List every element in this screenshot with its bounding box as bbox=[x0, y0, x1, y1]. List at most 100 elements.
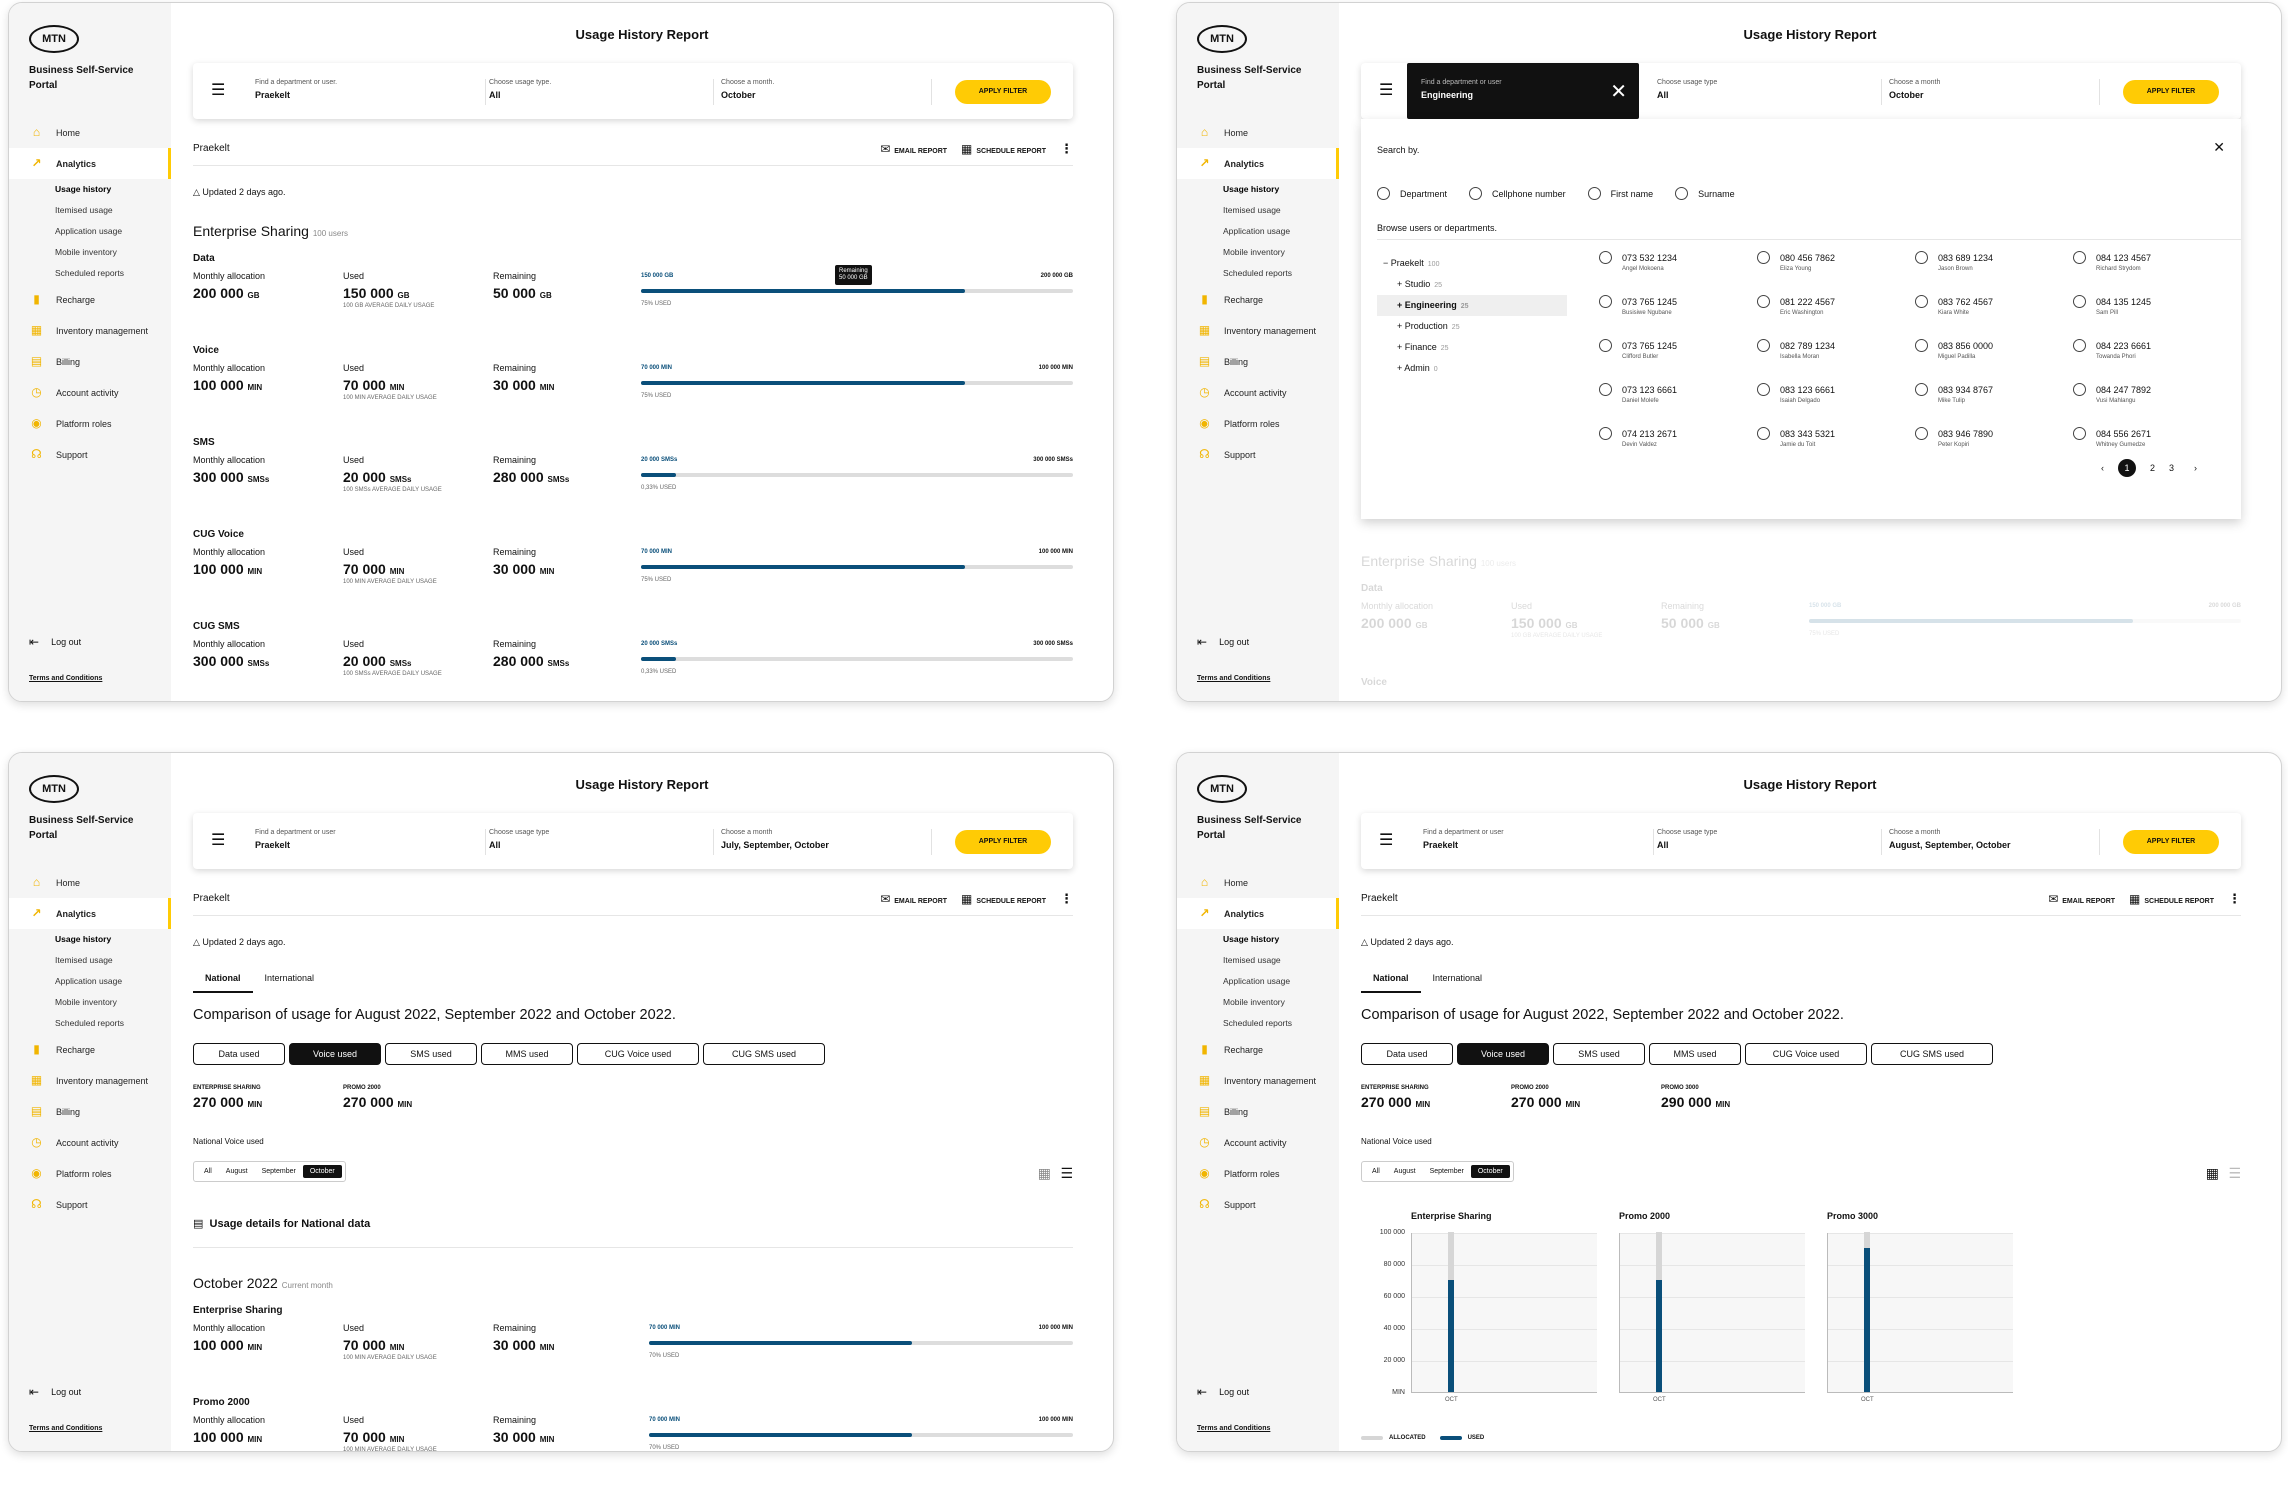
user-option[interactable]: 083 123 6661 Isaiah Delgado bbox=[1757, 383, 1907, 427]
subnav-item[interactable]: Application usage bbox=[1223, 976, 1291, 986]
subnav-item[interactable]: Itemised usage bbox=[55, 955, 113, 965]
user-option[interactable]: 084 247 7892 Vusi Mahlangu bbox=[2073, 383, 2223, 427]
nav-item-platform-roles[interactable]: ◉ Platform roles bbox=[1177, 1158, 1339, 1189]
pill-voice-used[interactable]: Voice used bbox=[1457, 1043, 1549, 1065]
nav-item-recharge[interactable]: ▮ Recharge bbox=[9, 284, 171, 315]
subnav-item[interactable]: Itemised usage bbox=[1223, 955, 1281, 965]
email-report-button[interactable]: ✉ EMAIL REPORT bbox=[880, 142, 948, 156]
nav-item-recharge[interactable]: ▮ Recharge bbox=[1177, 284, 1339, 315]
mtn-logo[interactable]: MTN bbox=[1197, 775, 1247, 803]
nav-item-analytics[interactable]: ↗ Analytics bbox=[9, 898, 171, 929]
search-option-radio[interactable]: First name bbox=[1587, 187, 1653, 200]
user-option[interactable]: 083 762 4567 Kiara White bbox=[1915, 295, 2065, 339]
pill-data-used[interactable]: Data used bbox=[193, 1043, 285, 1065]
subnav-item[interactable]: Usage history bbox=[1223, 934, 1280, 944]
user-option[interactable]: 083 934 8767 Mike Tulip bbox=[1915, 383, 2065, 427]
nav-item-billing[interactable]: ▤ Billing bbox=[1177, 346, 1339, 377]
next-page-icon[interactable]: › bbox=[2194, 463, 2197, 473]
terms-link[interactable]: Terms and Conditions bbox=[1197, 1425, 1271, 1432]
close-icon[interactable]: ✕ bbox=[1610, 81, 1627, 103]
user-option[interactable]: 074 213 2671 Devin Valdez bbox=[1599, 427, 1749, 471]
user-option[interactable]: 083 343 5321 Jamie du Toit bbox=[1757, 427, 1907, 471]
month-field[interactable]: Choose a month August, September, October bbox=[1889, 829, 2011, 850]
mtn-logo[interactable]: MTN bbox=[1197, 25, 1247, 53]
tree-item[interactable]: + Engineering 25 bbox=[1377, 295, 1567, 316]
filter-icon[interactable]: ☰ bbox=[211, 82, 226, 99]
department-field[interactable]: Find a department or user Praekelt bbox=[255, 829, 336, 850]
tree-item[interactable]: + Studio 25 bbox=[1397, 279, 1443, 289]
more-options-icon[interactable]: ⋮ bbox=[1060, 891, 1073, 906]
subnav-item[interactable]: Application usage bbox=[1223, 226, 1291, 236]
subnav-item[interactable]: Mobile inventory bbox=[1223, 997, 1285, 1007]
user-option[interactable]: 080 456 7862 Eliza Young bbox=[1757, 251, 1907, 295]
segment-august[interactable]: August bbox=[1393, 1168, 1416, 1175]
tree-item[interactable]: + Admin 0 bbox=[1397, 363, 1438, 373]
terms-link[interactable]: Terms and Conditions bbox=[29, 1425, 103, 1432]
subnav-item[interactable]: Itemised usage bbox=[55, 205, 113, 215]
pill-cug-voice-used[interactable]: CUG Voice used bbox=[577, 1043, 699, 1065]
filter-icon[interactable]: ☰ bbox=[211, 832, 226, 849]
user-option[interactable]: 084 223 6661 Towanda Phori bbox=[2073, 339, 2223, 383]
nav-item-analytics[interactable]: ↗ Analytics bbox=[9, 148, 171, 179]
nav-item-home[interactable]: ⌂ Home bbox=[1177, 117, 1339, 148]
terms-link[interactable]: Terms and Conditions bbox=[29, 675, 103, 682]
tab-national[interactable]: National bbox=[1361, 969, 1421, 993]
close-panel-icon[interactable]: ✕ bbox=[2213, 139, 2225, 155]
subnav-item[interactable]: Scheduled reports bbox=[1223, 268, 1292, 278]
apply-filter-button[interactable]: APPLY FILTER bbox=[2123, 830, 2219, 854]
nav-item-home[interactable]: ⌂ Home bbox=[1177, 867, 1339, 898]
subnav-item[interactable]: Application usage bbox=[55, 976, 123, 986]
user-option[interactable]: 084 556 2671 Whitney Gumedze bbox=[2073, 427, 2223, 471]
nav-item-analytics[interactable]: ↗ Analytics bbox=[1177, 148, 1339, 179]
search-option-radio[interactable]: Cellphone number bbox=[1469, 187, 1566, 200]
nav-item-billing[interactable]: ▤ Billing bbox=[1177, 1096, 1339, 1127]
user-option[interactable]: 083 856 0000 Miguel Padilla bbox=[1915, 339, 2065, 383]
user-option[interactable]: 084 135 1245 Sam Pill bbox=[2073, 295, 2223, 339]
apply-filter-button[interactable]: APPLY FILTER bbox=[955, 830, 1051, 854]
segment-october[interactable]: October bbox=[1470, 1165, 1510, 1178]
month-field[interactable]: Choose a month. October bbox=[721, 79, 775, 100]
nav-item-inventory-management[interactable]: ▦ Inventory management bbox=[1177, 1065, 1339, 1096]
department-field[interactable]: Find a department or user. Praekelt bbox=[255, 79, 338, 100]
subnav-item[interactable]: Scheduled reports bbox=[55, 268, 124, 278]
page-button[interactable]: 1 bbox=[2117, 459, 2136, 477]
nav-item-account-activity[interactable]: ◷ Account activity bbox=[9, 1127, 171, 1158]
filter-icon[interactable]: ☰ bbox=[1379, 82, 1394, 99]
nav-item-home[interactable]: ⌂ Home bbox=[9, 867, 171, 898]
subnav-item[interactable]: Application usage bbox=[55, 226, 123, 236]
user-option[interactable]: 083 946 7890 Peter Kopiri bbox=[1915, 427, 2065, 471]
mtn-logo[interactable]: MTN bbox=[29, 25, 79, 53]
subnav-item[interactable]: Usage history bbox=[55, 934, 112, 944]
nav-item-recharge[interactable]: ▮ Recharge bbox=[9, 1034, 171, 1065]
usage-type-field[interactable]: Choose usage type All bbox=[1657, 829, 1718, 850]
subnav-item[interactable]: Itemised usage bbox=[1223, 205, 1281, 215]
segment-october[interactable]: October bbox=[302, 1165, 342, 1178]
user-option[interactable]: 081 222 4567 Eric Washington bbox=[1757, 295, 1907, 339]
nav-item-platform-roles[interactable]: ◉ Platform roles bbox=[9, 408, 171, 439]
apply-filter-button[interactable]: APPLY FILTER bbox=[2123, 80, 2219, 104]
usage-type-field[interactable]: Choose usage type All bbox=[1657, 79, 1718, 100]
segment-september[interactable]: September bbox=[261, 1168, 296, 1175]
nav-item-home[interactable]: ⌂ Home bbox=[9, 117, 171, 148]
terms-link[interactable]: Terms and Conditions bbox=[1197, 675, 1271, 682]
nav-item-billing[interactable]: ▤ Billing bbox=[9, 1096, 171, 1127]
nav-item-billing[interactable]: ▤ Billing bbox=[9, 346, 171, 377]
list-view-icon[interactable]: ☰ bbox=[1060, 1165, 1073, 1181]
list-view-icon[interactable]: ☰ bbox=[2228, 1165, 2241, 1181]
logout-button[interactable]: ⇤ Log out bbox=[29, 1385, 81, 1399]
subnav-item[interactable]: Scheduled reports bbox=[55, 1018, 124, 1028]
subnav-item[interactable]: Mobile inventory bbox=[55, 997, 117, 1007]
apply-filter-button[interactable]: APPLY FILTER bbox=[955, 80, 1051, 104]
page-button[interactable]: 3 bbox=[2168, 463, 2174, 473]
tab-international[interactable]: International bbox=[264, 973, 315, 983]
month-field[interactable]: Choose a month July, September, October bbox=[721, 829, 829, 850]
subnav-item[interactable]: Usage history bbox=[55, 184, 112, 194]
nav-item-account-activity[interactable]: ◷ Account activity bbox=[9, 377, 171, 408]
nav-item-account-activity[interactable]: ◷ Account activity bbox=[1177, 377, 1339, 408]
department-search-field[interactable]: Find a department or user Engineering ✕ bbox=[1407, 63, 1639, 119]
pill-data-used[interactable]: Data used bbox=[1361, 1043, 1453, 1065]
pill-mms-used[interactable]: MMS used bbox=[1649, 1043, 1741, 1065]
user-option[interactable]: 083 689 1234 Jason Brown bbox=[1915, 251, 2065, 295]
nav-item-inventory-management[interactable]: ▦ Inventory management bbox=[1177, 315, 1339, 346]
user-option[interactable]: 082 789 1234 Isabella Moran bbox=[1757, 339, 1907, 383]
